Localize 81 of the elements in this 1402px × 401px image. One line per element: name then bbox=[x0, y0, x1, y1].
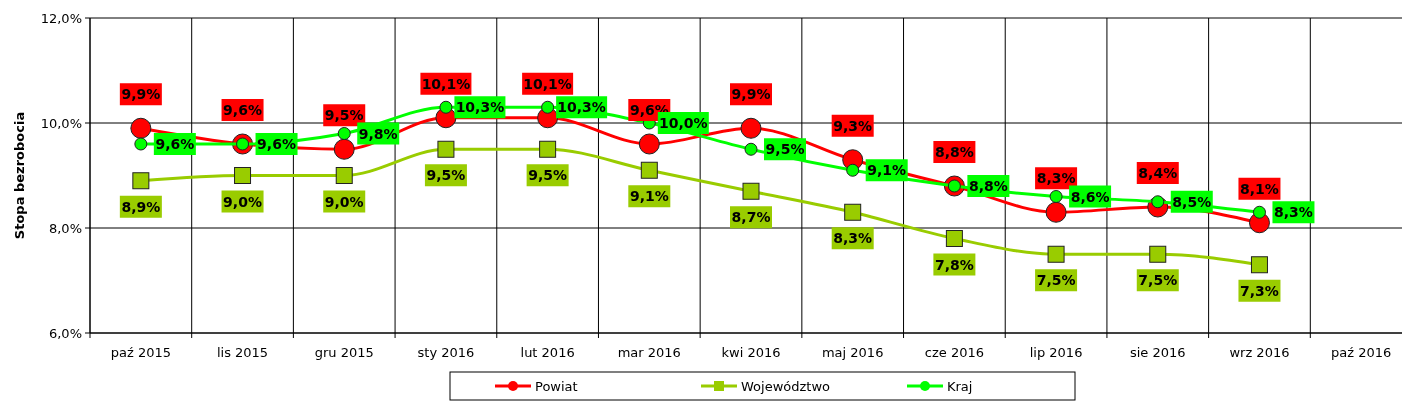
data-label: 9,5% bbox=[528, 167, 568, 184]
x-tick-label: sie 2016 bbox=[1129, 345, 1186, 360]
x-tick-label: maj 2016 bbox=[821, 345, 884, 360]
point bbox=[439, 100, 453, 114]
point bbox=[1149, 245, 1167, 263]
x-tick-label: paź 2016 bbox=[1331, 345, 1392, 360]
data-label: 9,5% bbox=[426, 167, 466, 184]
point bbox=[744, 142, 758, 156]
point bbox=[844, 203, 862, 221]
data-label: 7,5% bbox=[1036, 272, 1076, 289]
data-label: 9,1% bbox=[867, 162, 907, 179]
data-label: 10,0% bbox=[659, 115, 708, 131]
data-label: 8,1% bbox=[1240, 180, 1279, 197]
data-label: 10,3% bbox=[557, 99, 606, 116]
data-label: 9,3% bbox=[833, 117, 873, 134]
point bbox=[541, 100, 555, 114]
data-label: 7,5% bbox=[1138, 272, 1178, 289]
data-label: 9,6% bbox=[223, 102, 262, 118]
legend-label: Kraj bbox=[947, 379, 973, 394]
y-tick-label: 10,0% bbox=[40, 116, 82, 131]
point bbox=[234, 167, 252, 184]
point bbox=[134, 137, 148, 151]
y-axis-title: Stopa bezrobocia bbox=[12, 111, 27, 240]
point bbox=[742, 182, 760, 200]
x-tick-label: paź 2015 bbox=[110, 345, 171, 360]
x-tick-label: lip 2016 bbox=[1029, 345, 1083, 360]
x-tick-label: wrz 2016 bbox=[1229, 345, 1290, 360]
data-label: 9,9% bbox=[731, 86, 771, 103]
y-tick-label: 12,0% bbox=[40, 11, 82, 26]
data-label: 8,5% bbox=[1172, 193, 1212, 210]
point bbox=[132, 172, 150, 190]
data-label: 8,3% bbox=[1274, 204, 1313, 221]
x-tick-label: sty 2016 bbox=[417, 345, 475, 360]
x-tick-label: mar 2016 bbox=[617, 345, 681, 360]
point bbox=[337, 127, 351, 140]
point bbox=[437, 140, 455, 158]
x-tick-label: kwi 2016 bbox=[721, 345, 781, 360]
data-label: 8,7% bbox=[731, 209, 771, 226]
x-tick-label: lis 2015 bbox=[216, 345, 269, 360]
point bbox=[740, 117, 762, 139]
data-label: 9,0% bbox=[324, 193, 364, 210]
data-label: 7,3% bbox=[1240, 282, 1279, 299]
data-label: 8,8% bbox=[934, 144, 974, 160]
point bbox=[638, 133, 660, 155]
data-label: 8,3% bbox=[1036, 170, 1076, 187]
legend-label: Powiat bbox=[535, 379, 578, 394]
data-label: 9,9% bbox=[121, 86, 161, 103]
x-tick-label: lut 2016 bbox=[520, 345, 575, 360]
x-tick-label: cze 2016 bbox=[924, 345, 984, 360]
point bbox=[1045, 201, 1067, 223]
x-tick-label: gru 2015 bbox=[314, 345, 374, 360]
data-label: 9,8% bbox=[358, 125, 398, 142]
y-tick-label: 6,0% bbox=[48, 326, 82, 341]
point bbox=[1250, 256, 1268, 274]
point bbox=[1252, 205, 1266, 219]
point bbox=[945, 230, 963, 247]
data-label: 8,3% bbox=[833, 230, 873, 247]
data-label: 9,1% bbox=[629, 188, 669, 205]
data-label: 8,8% bbox=[968, 178, 1008, 194]
data-label: 9,5% bbox=[765, 141, 805, 158]
data-label: 10,3% bbox=[455, 99, 505, 116]
legend-label: Województwo bbox=[741, 379, 831, 394]
point bbox=[333, 138, 355, 160]
point bbox=[539, 140, 557, 158]
point bbox=[846, 163, 860, 177]
data-label: 7,8% bbox=[934, 256, 974, 273]
point bbox=[335, 167, 353, 184]
data-label: 8,6% bbox=[1070, 188, 1110, 205]
data-label: 9,0% bbox=[223, 193, 262, 210]
data-label: 8,4% bbox=[1138, 165, 1178, 181]
point bbox=[1047, 245, 1065, 263]
data-label: 8,9% bbox=[121, 198, 161, 215]
data-label: 10,1% bbox=[421, 75, 471, 92]
data-label: 9,6% bbox=[257, 136, 296, 152]
y-tick-label: 8,0% bbox=[48, 221, 82, 236]
point bbox=[640, 161, 658, 179]
data-label: 10,1% bbox=[523, 75, 572, 92]
data-label: 9,6% bbox=[155, 136, 195, 152]
point bbox=[130, 117, 152, 139]
point bbox=[1049, 190, 1063, 203]
data-label: 9,5% bbox=[324, 107, 364, 124]
